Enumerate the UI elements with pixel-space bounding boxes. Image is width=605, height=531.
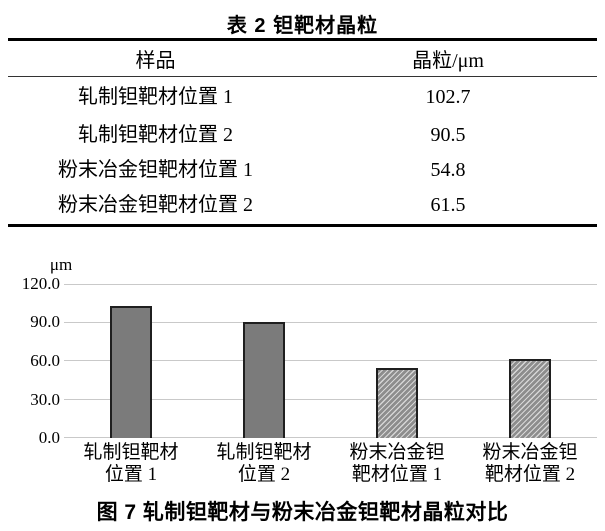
table-row-sample: 粉末冶金钽靶材位置 1: [58, 159, 253, 181]
y-tick-label: 90.0: [30, 312, 60, 331]
table-row-grain: 54.8: [430, 159, 466, 181]
x-label-line: 粉末冶金钽: [482, 442, 578, 463]
gridline: [64, 437, 597, 438]
gridline: [64, 284, 597, 285]
y-tick-label: 0.0: [38, 428, 60, 447]
table-row-sample: 轧制钽靶材位置 2: [78, 124, 233, 146]
bar-powder-metallurgy-position-1: [376, 367, 418, 438]
x-label-line: 轧制钽靶材: [216, 442, 312, 463]
bar-powder-metallurgy-position-2: [509, 359, 551, 438]
table-row-sample: 轧制钽靶材位置 1: [78, 86, 233, 108]
x-category-label: 轧制钽靶材 位置 1: [73, 442, 189, 486]
gridline: [64, 399, 597, 400]
table-top-rule: [8, 38, 597, 41]
gridline: [64, 322, 597, 323]
table-row-grain: 61.5: [430, 194, 466, 216]
x-label-line: 轧制钽靶材: [83, 442, 179, 463]
x-category-label: 轧制钽靶材 位置 2: [206, 442, 322, 486]
bar-rolled-position-1: [110, 306, 152, 438]
y-tick-label: 30.0: [30, 390, 60, 409]
table-title: 表 2 钽靶材晶粒: [226, 15, 379, 37]
x-label-line: 位置 2: [237, 464, 291, 485]
gridline: [64, 360, 597, 361]
y-tick-label: 60.0: [30, 351, 60, 370]
x-label-line: 位置 1: [104, 464, 158, 485]
table-header-sample: 样品: [135, 50, 176, 72]
figure-caption: 图 7 轧制钽靶材与粉末冶金钽靶材晶粒对比: [96, 501, 509, 524]
chart-plot-area: [64, 284, 597, 438]
table-row-grain: 90.5: [430, 124, 466, 146]
table-row-sample: 粉末冶金钽靶材位置 2: [58, 194, 253, 216]
table-bottom-rule: [8, 224, 597, 227]
table-header-grain: 晶粒/μm: [412, 50, 484, 72]
bar-rolled-position-2: [243, 321, 285, 438]
x-label-line: 靶材位置 1: [351, 464, 443, 485]
x-label-line: 靶材位置 2: [484, 464, 576, 485]
x-category-label: 粉末冶金钽 靶材位置 2: [472, 442, 588, 486]
table-row-grain: 102.7: [425, 86, 471, 108]
y-tick-label: 120.0: [21, 274, 60, 293]
x-label-line: 粉末冶金钽: [349, 442, 445, 463]
table-header-rule: [8, 76, 597, 77]
y-axis-unit-label: μm: [49, 255, 73, 274]
x-category-label: 粉末冶金钽 靶材位置 1: [339, 442, 455, 486]
